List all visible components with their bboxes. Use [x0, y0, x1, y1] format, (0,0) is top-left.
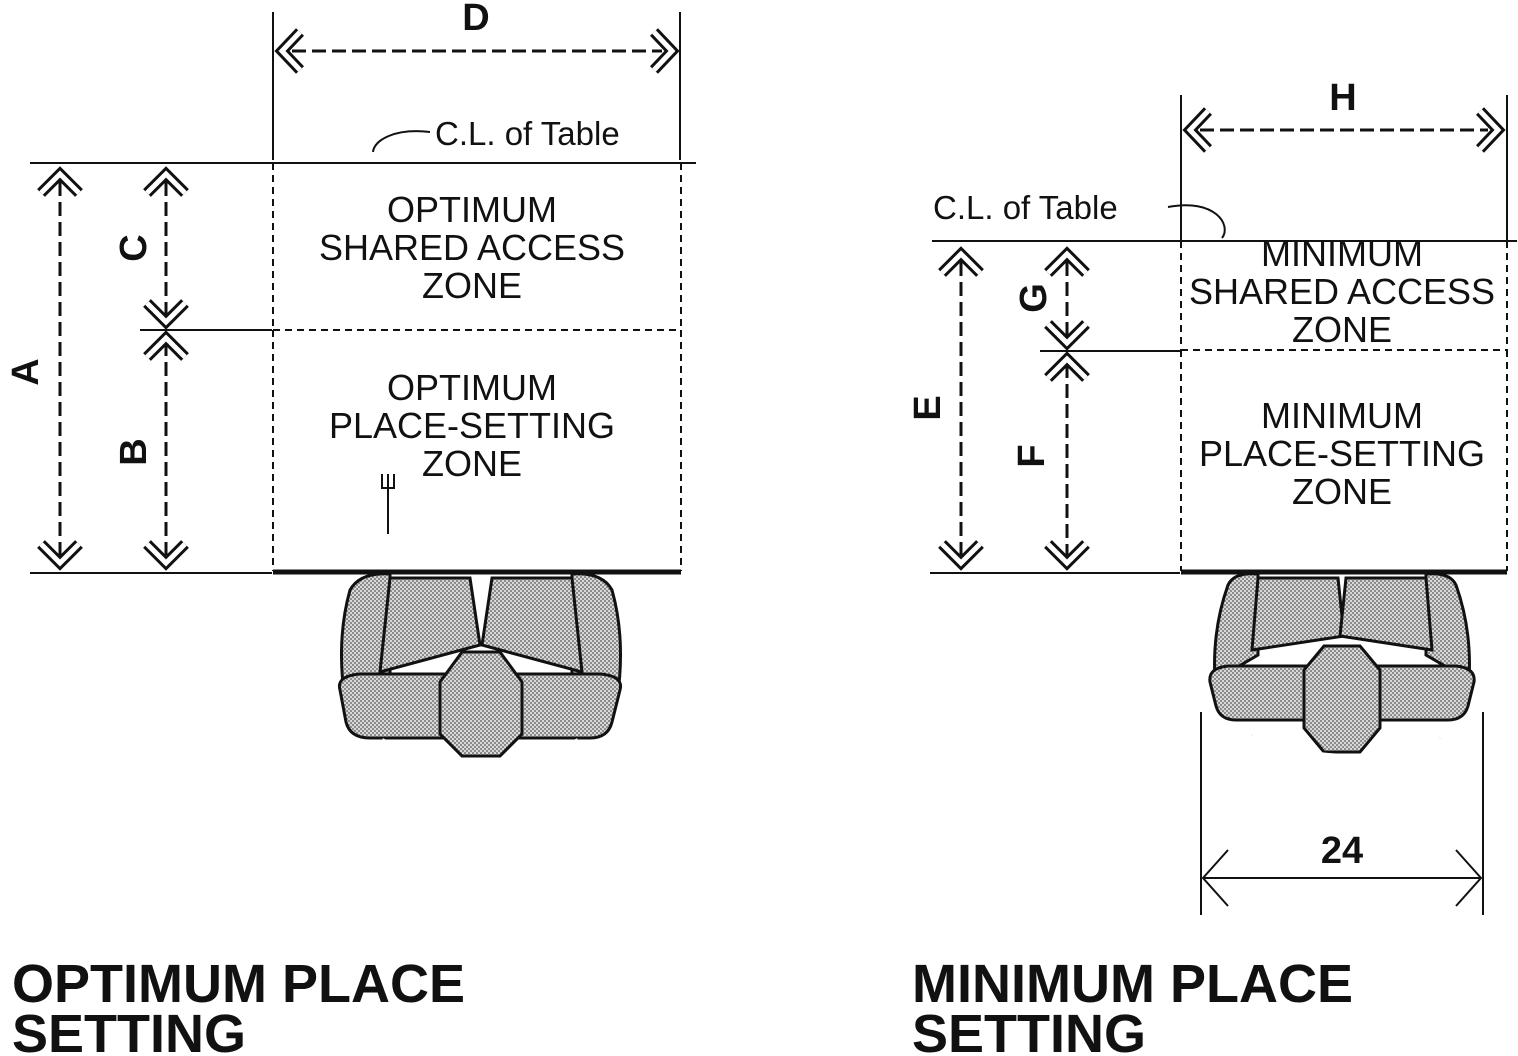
title-line-2: SETTING [912, 1004, 1146, 1056]
seated-person-figure [1208, 572, 1476, 758]
centerline-label: C.L. of Table [435, 115, 620, 152]
dimension-c: C [113, 166, 189, 330]
dim-label-e: E [907, 395, 949, 420]
minimum-shared-zone: MINIMUM SHARED ACCESS ZONE [1180, 233, 1508, 351]
dim-label-24: 24 [1321, 830, 1363, 872]
zone-label-line: SHARED ACCESS [319, 227, 625, 268]
dim-label-f: F [1011, 444, 1053, 467]
title-line-1: OPTIMUM PLACE [12, 954, 465, 1014]
dimension-b: B [113, 330, 189, 571]
zone-label-line: MINIMUM [1261, 233, 1423, 274]
dim-label-g: G [1013, 283, 1055, 313]
optimum-place-setting: D C.L. of Table OPTIMUM SHARED ACCESS ZO… [5, 0, 696, 1056]
fork-icon [381, 474, 395, 534]
zone-label-line: PLACE-SETTING [1199, 433, 1485, 474]
dim-label-h: H [1329, 77, 1356, 119]
zone-label-line: ZONE [1292, 471, 1392, 512]
dimension-h: H [1180, 77, 1508, 240]
zone-label-line: ZONE [1292, 309, 1392, 350]
dim-label-b: B [113, 438, 155, 465]
seated-person-figure [337, 572, 623, 767]
title-line-1: MINIMUM PLACE [912, 954, 1353, 1014]
title-line-2: SETTING [12, 1004, 246, 1056]
zone-label-line: ZONE [422, 443, 522, 484]
dimension-width-24: 24 [1200, 712, 1484, 915]
zone-label-line: OPTIMUM [387, 367, 557, 408]
dim-label-a: A [5, 358, 47, 385]
dimension-f: F [1011, 351, 1090, 571]
minimum-place-zone: MINIMUM PLACE-SETTING ZONE [1180, 350, 1508, 571]
minimum-place-setting: H C.L. of Table MINIMUM SHARED ACCESS ZO… [907, 77, 1517, 1056]
optimum-place-zone: OPTIMUM PLACE-SETTING ZONE [272, 330, 682, 571]
centerline-label: C.L. of Table [933, 189, 1118, 226]
zone-label-line: SHARED ACCESS [1189, 271, 1495, 312]
dimension-g: G [1013, 246, 1090, 351]
optimum-shared-zone: OPTIMUM SHARED ACCESS ZONE [272, 163, 682, 331]
dim-label-c: C [113, 234, 155, 261]
zone-label-line: MINIMUM [1261, 395, 1423, 436]
zone-label-line: ZONE [422, 265, 522, 306]
dimension-d: D [272, 0, 681, 160]
dimension-a: A [5, 166, 83, 571]
dim-label-d: D [462, 0, 489, 39]
dimension-e: E [907, 246, 984, 571]
zone-label-line: OPTIMUM [387, 189, 557, 230]
zone-label-line: PLACE-SETTING [329, 405, 615, 446]
